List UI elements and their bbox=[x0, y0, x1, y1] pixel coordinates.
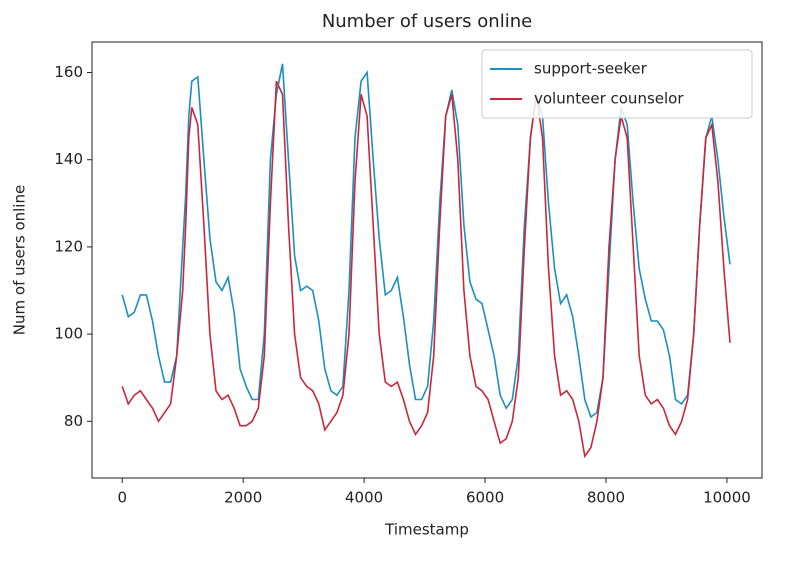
x-tick-label: 6000 bbox=[466, 489, 504, 507]
line-series bbox=[121, 80, 731, 459]
x-tick-label: 2000 bbox=[224, 489, 262, 507]
x-axis-label: Timestamp bbox=[384, 521, 469, 539]
legend-label: support-seeker bbox=[534, 60, 648, 78]
plot-frame bbox=[91, 41, 763, 479]
y-tick-label: 80 bbox=[64, 412, 83, 430]
x-tick-label: 0 bbox=[117, 489, 127, 507]
x-tick-label: 8000 bbox=[587, 489, 625, 507]
legend-box bbox=[481, 49, 753, 119]
chart-title: Number of users online bbox=[322, 11, 532, 32]
y-tick-label: 120 bbox=[54, 237, 83, 255]
y-tick-label: 140 bbox=[54, 150, 83, 168]
line-series bbox=[121, 63, 731, 419]
x-tick-label: 4000 bbox=[345, 489, 383, 507]
y-tick-label: 100 bbox=[54, 325, 83, 343]
x-tick-label: 10000 bbox=[703, 489, 751, 507]
legend-label: volunteer counselor bbox=[534, 90, 684, 108]
y-tick-label: 160 bbox=[54, 63, 83, 81]
y-axis-label: Num of users online bbox=[11, 185, 29, 335]
